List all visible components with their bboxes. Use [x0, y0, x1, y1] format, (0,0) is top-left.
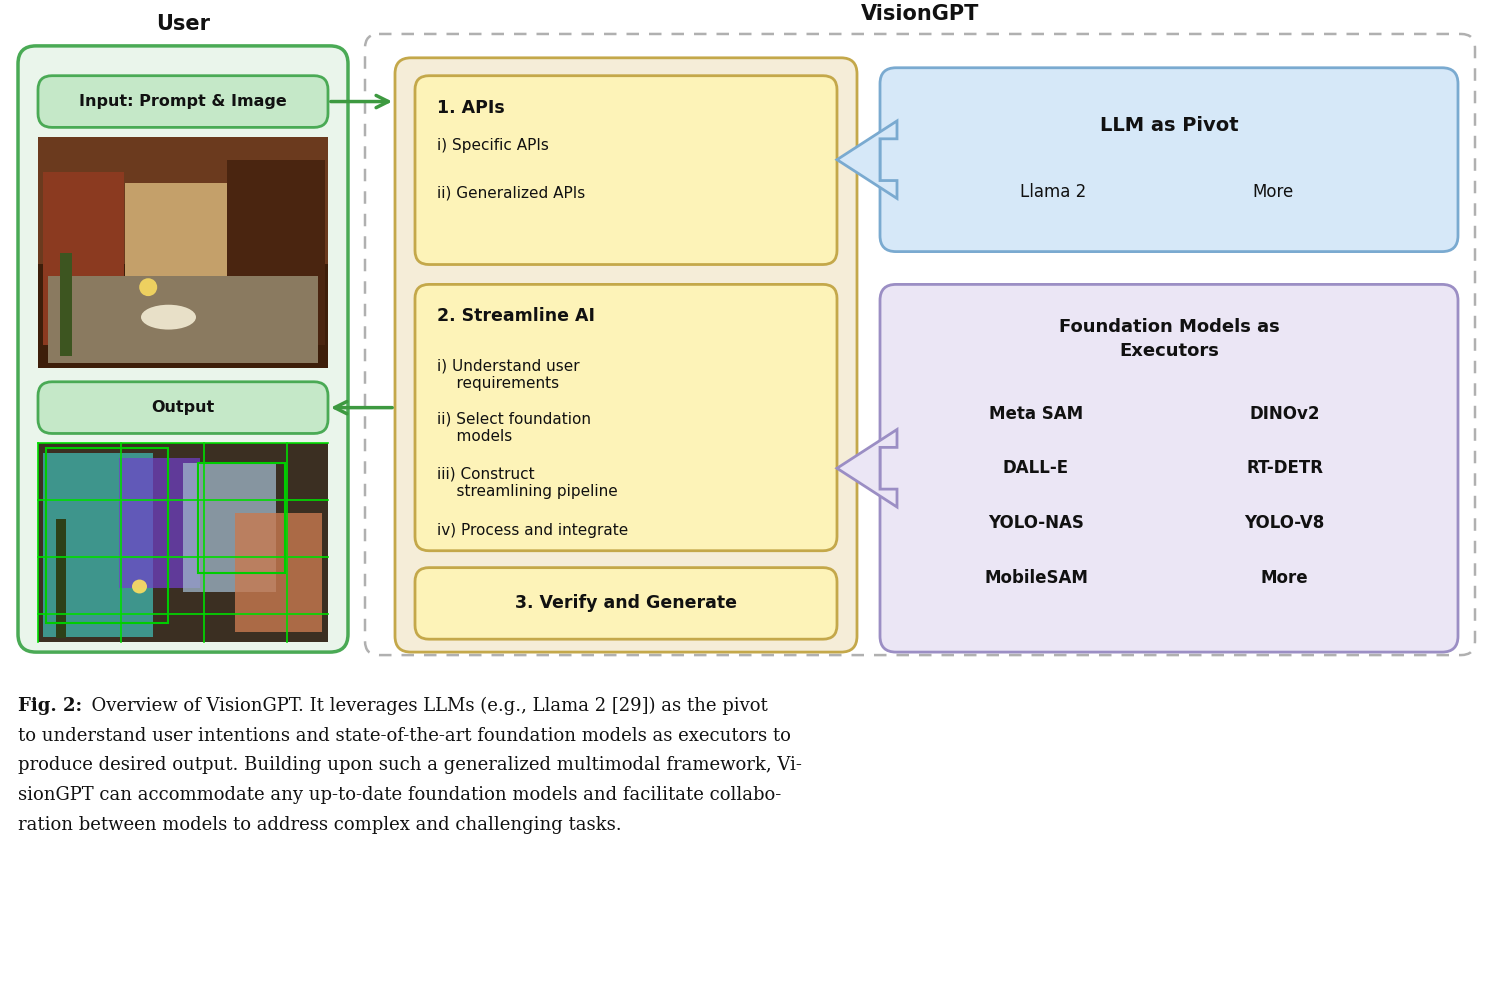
Text: Input: Prompt & Image: Input: Prompt & Image: [80, 94, 287, 109]
Text: ration between models to address complex and challenging tasks.: ration between models to address complex…: [18, 816, 622, 834]
Ellipse shape: [140, 279, 158, 296]
Ellipse shape: [141, 304, 195, 330]
Bar: [227, 160, 325, 345]
Text: 2. Streamline AI: 2. Streamline AI: [437, 307, 595, 325]
Text: sionGPT can accommodate any up-to-date foundation models and facilitate collabo-: sionGPT can accommodate any up-to-date f…: [18, 786, 782, 804]
FancyBboxPatch shape: [879, 68, 1458, 252]
Bar: [119, 458, 200, 588]
Text: i) Understand user
    requirements: i) Understand user requirements: [437, 359, 580, 391]
FancyBboxPatch shape: [415, 76, 837, 265]
Bar: [44, 453, 153, 637]
Text: More: More: [1252, 183, 1294, 201]
Bar: [38, 264, 328, 368]
Text: to understand user intentions and state-of-the-art foundation models as executor: to understand user intentions and state-…: [18, 726, 791, 745]
Polygon shape: [837, 121, 897, 199]
Bar: [197, 463, 284, 573]
FancyBboxPatch shape: [38, 381, 328, 434]
Bar: [38, 137, 328, 368]
Text: produce desired output. Building upon such a generalized multimodal framework, V: produce desired output. Building upon su…: [18, 757, 803, 775]
Text: ii) Generalized APIs: ii) Generalized APIs: [437, 186, 585, 201]
Text: VisionGPT: VisionGPT: [861, 4, 978, 24]
Text: YOLO-NAS: YOLO-NAS: [987, 514, 1084, 532]
Bar: [125, 184, 227, 350]
Text: i) Specific APIs: i) Specific APIs: [437, 137, 549, 153]
FancyBboxPatch shape: [395, 58, 857, 652]
Polygon shape: [837, 430, 897, 507]
Text: Foundation Models as
Executors: Foundation Models as Executors: [1058, 318, 1279, 360]
Text: Output: Output: [152, 400, 215, 415]
Text: DALL-E: DALL-E: [1003, 459, 1069, 477]
Bar: [38, 137, 328, 264]
FancyBboxPatch shape: [415, 568, 837, 639]
Text: DINOv2: DINOv2: [1249, 405, 1320, 423]
Bar: [56, 519, 66, 638]
Text: RT-DETR: RT-DETR: [1246, 459, 1323, 477]
FancyBboxPatch shape: [38, 76, 328, 127]
Text: User: User: [156, 14, 210, 34]
Text: YOLO-V8: YOLO-V8: [1244, 514, 1324, 532]
FancyBboxPatch shape: [879, 285, 1458, 652]
Bar: [48, 276, 319, 364]
Bar: [183, 463, 275, 593]
Text: 3. Verify and Generate: 3. Verify and Generate: [516, 595, 736, 613]
Bar: [234, 513, 322, 632]
Text: MobileSAM: MobileSAM: [984, 568, 1088, 587]
Bar: [44, 172, 125, 345]
Text: Meta SAM: Meta SAM: [989, 405, 1084, 423]
Text: 1. APIs: 1. APIs: [437, 99, 505, 117]
Bar: [38, 444, 328, 642]
Text: Overview of VisionGPT. It leverages LLMs (e.g., Llama 2 [29]) as the pivot: Overview of VisionGPT. It leverages LLMs…: [80, 697, 768, 715]
Bar: [60, 253, 72, 357]
Ellipse shape: [132, 580, 147, 594]
Bar: [38, 444, 328, 642]
Text: Fig. 2:: Fig. 2:: [18, 697, 83, 715]
Text: iv) Process and integrate: iv) Process and integrate: [437, 523, 628, 537]
Text: iii) Construct
    streamlining pipeline: iii) Construct streamlining pipeline: [437, 466, 618, 499]
Text: LLM as Pivot: LLM as Pivot: [1100, 116, 1238, 135]
Bar: [47, 449, 168, 623]
FancyBboxPatch shape: [18, 45, 349, 652]
Text: ii) Select foundation
    models: ii) Select foundation models: [437, 412, 591, 444]
FancyBboxPatch shape: [415, 285, 837, 550]
Text: More: More: [1261, 568, 1309, 587]
Text: Llama 2: Llama 2: [1021, 183, 1087, 201]
